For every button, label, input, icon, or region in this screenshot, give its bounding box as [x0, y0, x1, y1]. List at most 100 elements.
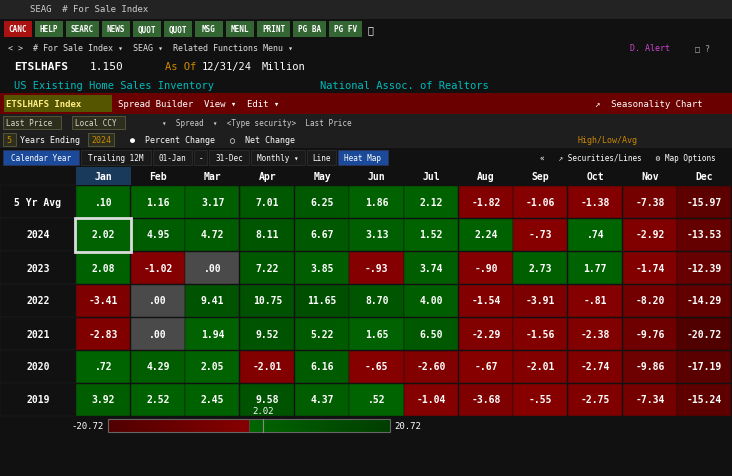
FancyBboxPatch shape: [173, 419, 175, 432]
FancyBboxPatch shape: [209, 151, 249, 166]
Text: -8.20: -8.20: [635, 296, 665, 306]
FancyBboxPatch shape: [324, 419, 325, 432]
FancyBboxPatch shape: [0, 284, 76, 317]
FancyBboxPatch shape: [677, 318, 731, 350]
Text: -2.38: -2.38: [580, 329, 610, 339]
FancyBboxPatch shape: [193, 419, 194, 432]
FancyBboxPatch shape: [305, 419, 307, 432]
Text: 2.45: 2.45: [201, 395, 225, 405]
FancyBboxPatch shape: [153, 419, 154, 432]
FancyBboxPatch shape: [195, 22, 223, 38]
FancyBboxPatch shape: [310, 419, 312, 432]
Text: 11.65: 11.65: [307, 296, 337, 306]
FancyBboxPatch shape: [76, 351, 130, 383]
FancyBboxPatch shape: [225, 419, 227, 432]
FancyBboxPatch shape: [160, 419, 162, 432]
FancyBboxPatch shape: [248, 419, 250, 432]
Text: 12/31/24: 12/31/24: [202, 62, 252, 72]
FancyBboxPatch shape: [312, 419, 313, 432]
Text: 2.08: 2.08: [92, 263, 115, 273]
Text: US Existing Home Sales Inventory: US Existing Home Sales Inventory: [14, 81, 214, 90]
FancyBboxPatch shape: [134, 419, 135, 432]
FancyBboxPatch shape: [313, 419, 314, 432]
FancyBboxPatch shape: [200, 419, 201, 432]
Text: 3.74: 3.74: [419, 263, 443, 273]
Text: 8.11: 8.11: [255, 230, 279, 240]
FancyBboxPatch shape: [198, 419, 199, 432]
FancyBboxPatch shape: [240, 351, 294, 383]
FancyBboxPatch shape: [513, 318, 567, 350]
Text: Sep: Sep: [532, 172, 550, 182]
FancyBboxPatch shape: [274, 419, 276, 432]
Text: -2.29: -2.29: [471, 329, 501, 339]
Text: Apr: Apr: [258, 172, 276, 182]
Text: -2.01: -2.01: [526, 362, 556, 372]
FancyBboxPatch shape: [269, 419, 271, 432]
FancyBboxPatch shape: [513, 252, 567, 284]
FancyBboxPatch shape: [240, 318, 294, 350]
FancyBboxPatch shape: [261, 419, 263, 432]
FancyBboxPatch shape: [280, 419, 282, 432]
FancyBboxPatch shape: [321, 419, 322, 432]
FancyBboxPatch shape: [170, 419, 171, 432]
FancyBboxPatch shape: [188, 419, 190, 432]
FancyBboxPatch shape: [324, 419, 326, 432]
FancyBboxPatch shape: [203, 419, 204, 432]
FancyBboxPatch shape: [349, 318, 403, 350]
FancyBboxPatch shape: [347, 419, 348, 432]
Text: -20.72: -20.72: [72, 421, 104, 430]
FancyBboxPatch shape: [349, 186, 403, 218]
FancyBboxPatch shape: [459, 168, 513, 186]
FancyBboxPatch shape: [266, 419, 267, 432]
Text: Calendar Year: Calendar Year: [11, 154, 71, 163]
Text: .00: .00: [149, 329, 167, 339]
Text: -.55: -.55: [529, 395, 553, 405]
Text: 2.02: 2.02: [92, 230, 115, 240]
Text: MENL: MENL: [231, 25, 250, 34]
FancyBboxPatch shape: [378, 419, 380, 432]
FancyBboxPatch shape: [345, 419, 346, 432]
Text: Years Ending: Years Ending: [20, 136, 80, 145]
FancyBboxPatch shape: [232, 419, 234, 432]
Text: 6.16: 6.16: [310, 362, 334, 372]
FancyBboxPatch shape: [0, 350, 76, 383]
FancyBboxPatch shape: [239, 419, 241, 432]
Text: -2.60: -2.60: [417, 362, 446, 372]
FancyBboxPatch shape: [350, 419, 351, 432]
FancyBboxPatch shape: [189, 419, 190, 432]
FancyBboxPatch shape: [0, 218, 76, 251]
FancyBboxPatch shape: [240, 219, 294, 251]
FancyBboxPatch shape: [131, 168, 185, 186]
FancyBboxPatch shape: [295, 219, 349, 251]
FancyBboxPatch shape: [265, 419, 266, 432]
FancyBboxPatch shape: [220, 419, 221, 432]
Text: -.73: -.73: [529, 230, 553, 240]
FancyBboxPatch shape: [164, 22, 192, 38]
Text: 8.70: 8.70: [365, 296, 389, 306]
Text: 1.150: 1.150: [90, 62, 124, 72]
FancyBboxPatch shape: [255, 419, 256, 432]
Text: 5.22: 5.22: [310, 329, 334, 339]
FancyBboxPatch shape: [374, 419, 376, 432]
FancyBboxPatch shape: [296, 419, 297, 432]
FancyBboxPatch shape: [131, 252, 185, 284]
FancyBboxPatch shape: [328, 419, 329, 432]
FancyBboxPatch shape: [125, 419, 127, 432]
FancyBboxPatch shape: [254, 419, 255, 432]
FancyBboxPatch shape: [212, 419, 213, 432]
FancyBboxPatch shape: [168, 419, 170, 432]
FancyBboxPatch shape: [334, 419, 335, 432]
FancyBboxPatch shape: [233, 419, 234, 432]
FancyBboxPatch shape: [108, 419, 110, 432]
FancyBboxPatch shape: [275, 419, 277, 432]
Text: 2022: 2022: [26, 296, 50, 306]
FancyBboxPatch shape: [261, 419, 262, 432]
FancyBboxPatch shape: [335, 419, 336, 432]
FancyBboxPatch shape: [277, 419, 279, 432]
FancyBboxPatch shape: [288, 419, 289, 432]
Text: Feb: Feb: [149, 172, 167, 182]
FancyBboxPatch shape: [169, 419, 171, 432]
FancyBboxPatch shape: [298, 419, 299, 432]
Text: -1.38: -1.38: [580, 197, 610, 207]
Text: -.81: -.81: [583, 296, 607, 306]
